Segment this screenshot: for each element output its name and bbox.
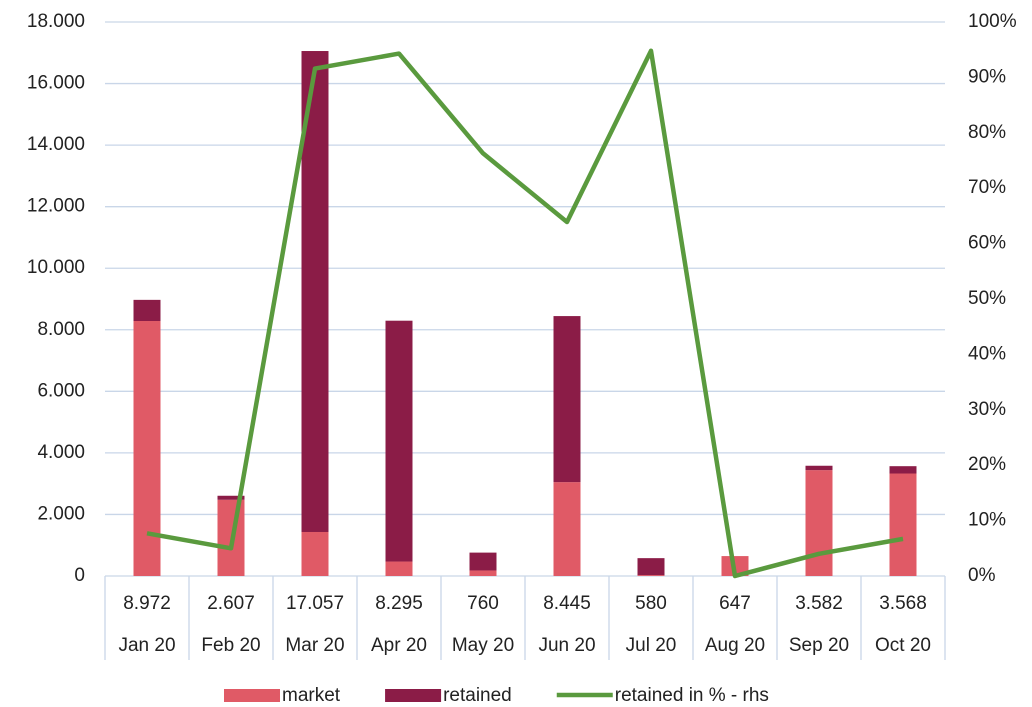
bar-segment bbox=[805, 465, 833, 471]
y-tick-label: 8.000 bbox=[37, 319, 85, 340]
total-label: 17.057 bbox=[286, 593, 344, 614]
legend-label: retained in % - rhs bbox=[615, 685, 769, 706]
bar-segment bbox=[133, 299, 161, 322]
bar-segment bbox=[385, 561, 413, 576]
total-label: 3.582 bbox=[795, 593, 843, 614]
x-tick-label: Aug 20 bbox=[705, 635, 765, 656]
total-label: 8.295 bbox=[375, 593, 423, 614]
bar-segment bbox=[469, 570, 497, 576]
y2-tick-label: 80% bbox=[968, 122, 1006, 143]
legend-label: retained bbox=[443, 685, 512, 706]
y-tick-label: 0 bbox=[74, 565, 85, 586]
total-label: 8.445 bbox=[543, 593, 591, 614]
y-tick-label: 12.000 bbox=[27, 196, 85, 217]
y-tick-label: 4.000 bbox=[37, 442, 85, 463]
bar-segment bbox=[469, 552, 497, 571]
x-tick-label: Sep 20 bbox=[789, 635, 849, 656]
bar-segment bbox=[637, 575, 665, 576]
total-label: 580 bbox=[635, 593, 667, 614]
y-tick-label: 2.000 bbox=[37, 503, 85, 524]
total-label: 647 bbox=[719, 593, 751, 614]
y2-tick-label: 0% bbox=[968, 565, 996, 586]
y2-tick-label: 40% bbox=[968, 343, 1006, 364]
total-label: 2.607 bbox=[207, 593, 255, 614]
legend-label: market bbox=[282, 685, 341, 706]
legend-swatch bbox=[385, 689, 442, 702]
line-series bbox=[146, 48, 904, 579]
x-tick-label: Jan 20 bbox=[118, 635, 175, 656]
bar-segment bbox=[133, 321, 161, 576]
x-tick-label: Oct 20 bbox=[875, 635, 931, 656]
y2-tick-label: 70% bbox=[968, 177, 1006, 198]
y2-tick-label: 60% bbox=[968, 233, 1006, 254]
y-tick-label: 6.000 bbox=[37, 380, 85, 401]
y2-tick-label: 50% bbox=[968, 288, 1006, 309]
x-tick-label: Mar 20 bbox=[285, 635, 344, 656]
y2-tick-label: 10% bbox=[968, 510, 1006, 531]
bar-segment bbox=[889, 473, 917, 576]
x-tick-label: May 20 bbox=[452, 635, 514, 656]
y-tick-label: 14.000 bbox=[27, 134, 85, 155]
total-label: 3.568 bbox=[879, 593, 927, 614]
legend-swatch bbox=[224, 689, 280, 702]
y2-tick-label: 100% bbox=[968, 11, 1017, 32]
y2-tick-label: 90% bbox=[968, 66, 1006, 87]
bar-segment bbox=[553, 482, 581, 576]
x-tick-label: Jun 20 bbox=[538, 635, 595, 656]
bar-segment bbox=[385, 320, 413, 562]
y-tick-label: 10.000 bbox=[27, 257, 85, 278]
bar-segment bbox=[637, 558, 665, 576]
x-tick-label: Jul 20 bbox=[626, 635, 677, 656]
bar-segment bbox=[301, 531, 329, 576]
y-tick-label: 16.000 bbox=[27, 73, 85, 94]
x-tick-label: Feb 20 bbox=[201, 635, 260, 656]
bar-segment bbox=[217, 495, 245, 500]
total-label: 8.972 bbox=[123, 593, 171, 614]
x-tick-label: Apr 20 bbox=[371, 635, 427, 656]
y-tick-label: 18.000 bbox=[27, 11, 85, 32]
bar-segment bbox=[553, 316, 581, 483]
bar-segment bbox=[889, 466, 917, 474]
y2-tick-label: 30% bbox=[968, 399, 1006, 420]
bar-segment bbox=[805, 470, 833, 576]
y2-tick-label: 20% bbox=[968, 454, 1006, 475]
total-label: 760 bbox=[467, 593, 499, 614]
